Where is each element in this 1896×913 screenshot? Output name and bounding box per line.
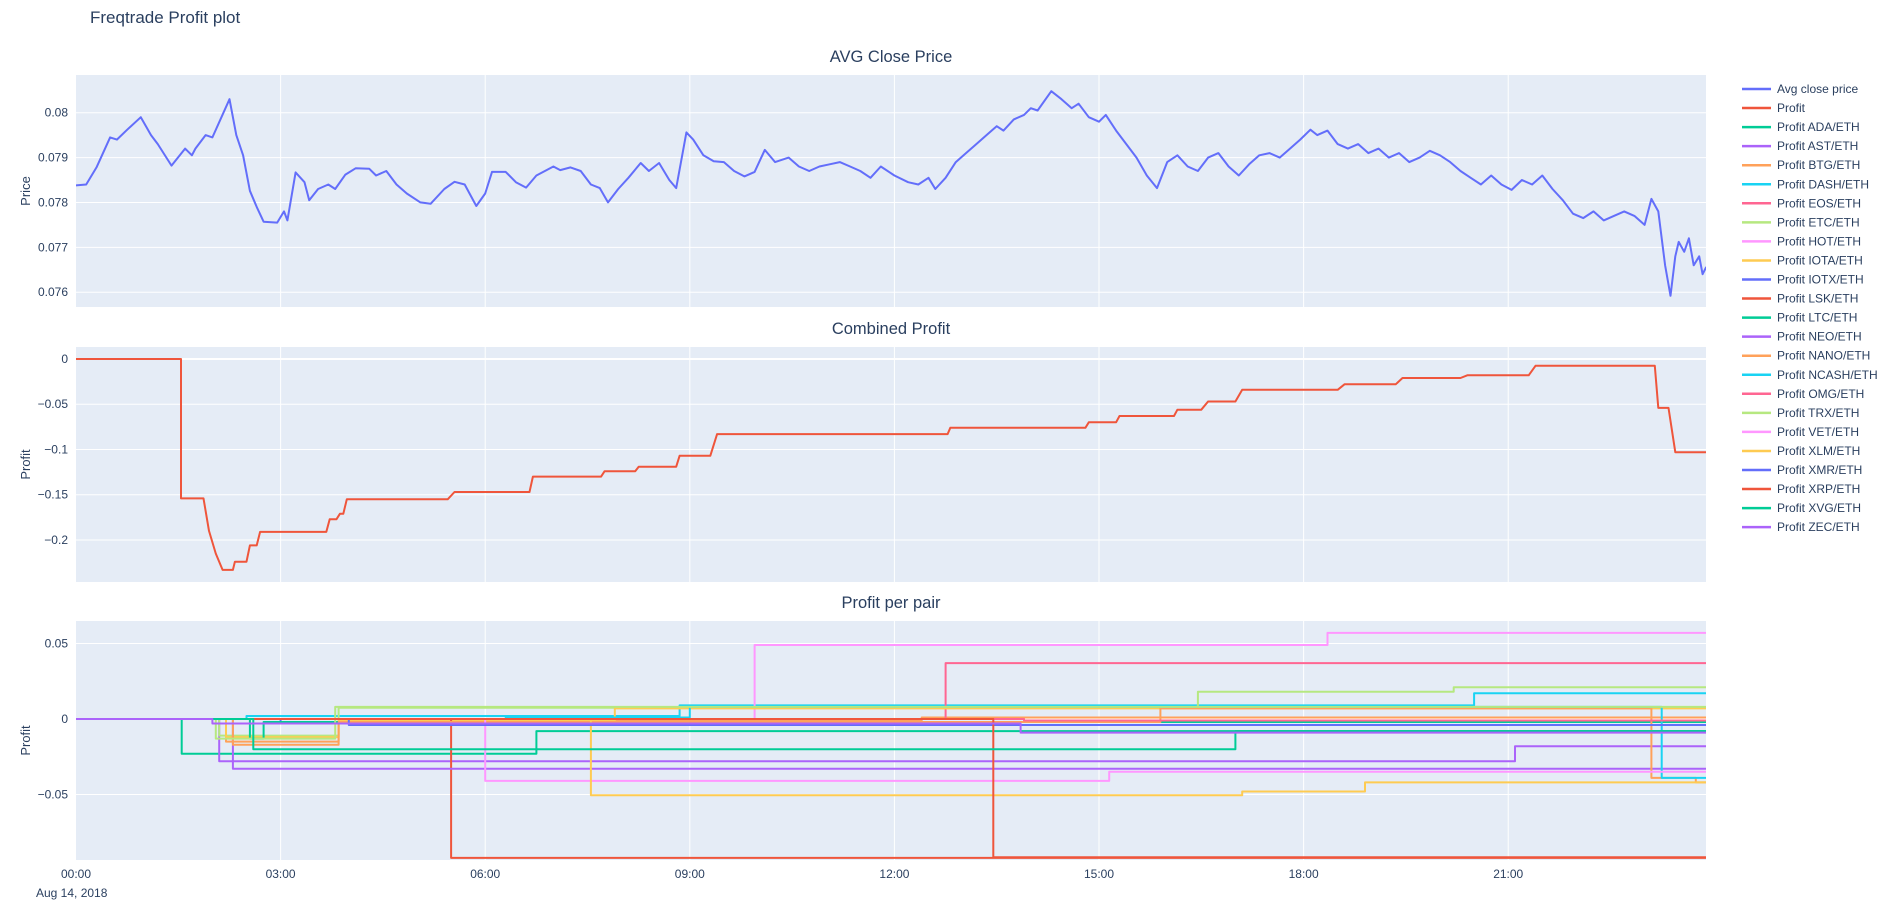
x-tick-label-18-00: 18:00 xyxy=(1289,867,1319,881)
y-tick-label: −0.2 xyxy=(44,533,68,547)
subplot-title-profit-per-pair: Profit per pair xyxy=(841,594,941,612)
legend-item-label: Profit OMG/ETH xyxy=(1777,387,1864,401)
legend-item-label: Profit IOTA/ETH xyxy=(1777,253,1863,267)
x-tick-label-06-00: 06:00 xyxy=(470,867,500,881)
legend-item-label: Profit TRX/ETH xyxy=(1777,406,1859,420)
legend-item-profit-zec-eth[interactable]: Profit ZEC/ETH xyxy=(1742,520,1860,534)
y-tick-label: 0.08 xyxy=(45,106,69,120)
legend-item-label: Avg close price xyxy=(1777,82,1858,96)
legend-item-profit-dash-eth[interactable]: Profit DASH/ETH xyxy=(1742,177,1869,191)
legend-item-label: Profit EOS/ETH xyxy=(1777,196,1861,210)
series-line-profit-xrp-eth xyxy=(76,718,1706,859)
y-tick-label: 0.05 xyxy=(45,636,69,650)
series-line-profit-xlm-eth xyxy=(76,718,1706,797)
y-axis-label-combined-profit: Profit xyxy=(18,449,33,480)
legend-item-profit-ncash-eth[interactable]: Profit NCASH/ETH xyxy=(1742,368,1878,382)
legend-item-label: Profit ADA/ETH xyxy=(1777,120,1860,134)
subplot-title-combined-profit: Combined Profit xyxy=(832,320,951,338)
legend-item-label: Profit LTC/ETH xyxy=(1777,311,1857,325)
x-tick-label-21-00: 21:00 xyxy=(1493,867,1523,881)
legend-item-profit-etc-eth[interactable]: Profit ETC/ETH xyxy=(1742,215,1860,229)
legend-item-profit-iota-eth[interactable]: Profit IOTA/ETH xyxy=(1742,253,1863,267)
legend-item-profit-neo-eth[interactable]: Profit NEO/ETH xyxy=(1742,330,1862,344)
y-tick-label: −0.05 xyxy=(38,787,69,801)
x-tick-label-03-00: 03:00 xyxy=(266,867,296,881)
y-axis-label-avg-close-price: Price xyxy=(18,176,33,206)
y-tick-label: 0 xyxy=(61,352,68,366)
legend-item-label: Profit XMR/ETH xyxy=(1777,463,1862,477)
legend-item-profit-hot-eth[interactable]: Profit HOT/ETH xyxy=(1742,234,1861,248)
legend-item-label: Profit ETC/ETH xyxy=(1777,215,1860,229)
legend-item-label: Profit VET/ETH xyxy=(1777,425,1859,439)
x-axis-date-annotation: Aug 14, 2018 xyxy=(36,886,108,900)
legend-item-profit-vet-eth[interactable]: Profit VET/ETH xyxy=(1742,425,1859,439)
legend-item-profit-omg-eth[interactable]: Profit OMG/ETH xyxy=(1742,387,1864,401)
series-line-profit xyxy=(76,358,1706,571)
x-tick-label-12-00: 12:00 xyxy=(879,867,909,881)
legend-item-profit-iotx-eth[interactable]: Profit IOTX/ETH xyxy=(1742,273,1864,287)
legend-item-profit-trx-eth[interactable]: Profit TRX/ETH xyxy=(1742,406,1859,420)
legend-item-profit-xlm-eth[interactable]: Profit XLM/ETH xyxy=(1742,444,1860,458)
y-tick-label: −0.1 xyxy=(44,442,68,456)
legend-item-profit-eos-eth[interactable]: Profit EOS/ETH xyxy=(1742,196,1861,210)
x-tick-label-15-00: 15:00 xyxy=(1084,867,1114,881)
y-tick-label: 0.076 xyxy=(38,285,68,299)
plot-area-profit-per-pair[interactable] xyxy=(76,621,1706,860)
plot-area-combined-profit[interactable] xyxy=(76,347,1706,582)
legend-item-profit[interactable]: Profit xyxy=(1742,101,1806,115)
legend-item-profit-xvg-eth[interactable]: Profit XVG/ETH xyxy=(1742,501,1861,515)
y-tick-label: 0.079 xyxy=(38,151,68,165)
legend-item-label: Profit IOTX/ETH xyxy=(1777,273,1864,287)
legend-item-label: Profit AST/ETH xyxy=(1777,139,1858,153)
legend-item-profit-xmr-eth[interactable]: Profit XMR/ETH xyxy=(1742,463,1862,477)
x-tick-label-09-00: 09:00 xyxy=(675,867,705,881)
legend-item-label: Profit XLM/ETH xyxy=(1777,444,1860,458)
legend-item-label: Profit NCASH/ETH xyxy=(1777,368,1878,382)
legend-item-avg-close-price[interactable]: Avg close price xyxy=(1742,82,1858,96)
y-tick-label: 0 xyxy=(61,712,68,726)
y-axis-label-profit-per-pair: Profit xyxy=(18,725,33,756)
page-title: Freqtrade Profit plot xyxy=(90,8,241,27)
legend-item-profit-xrp-eth[interactable]: Profit XRP/ETH xyxy=(1742,482,1860,496)
legend-item-label: Profit BTG/ETH xyxy=(1777,158,1860,172)
legend-item-label: Profit ZEC/ETH xyxy=(1777,520,1860,534)
legend-item-label: Profit xyxy=(1777,101,1806,115)
x-tick-label-00-00: 00:00 xyxy=(61,867,91,881)
legend-item-profit-ast-eth[interactable]: Profit AST/ETH xyxy=(1742,139,1858,153)
series-line-avg-close-price xyxy=(76,90,1706,297)
plot-area-avg-close-price[interactable] xyxy=(76,75,1706,307)
y-tick-label: 0.077 xyxy=(38,240,68,254)
y-tick-label: 0.078 xyxy=(38,195,68,209)
legend-item-label: Profit LSK/ETH xyxy=(1777,292,1858,306)
legend-item-label: Profit NANO/ETH xyxy=(1777,349,1870,363)
subplot-title-avg-close-price: AVG Close Price xyxy=(830,48,953,66)
y-tick-label: −0.05 xyxy=(38,397,69,411)
legend-item-profit-nano-eth[interactable]: Profit NANO/ETH xyxy=(1742,349,1870,363)
series-line-profit-xvg-eth xyxy=(76,718,1706,751)
legend-item-label: Profit HOT/ETH xyxy=(1777,234,1861,248)
legend-item-label: Profit XRP/ETH xyxy=(1777,482,1860,496)
legend-item-label: Profit XVG/ETH xyxy=(1777,501,1861,515)
legend-item-label: Profit NEO/ETH xyxy=(1777,330,1862,344)
y-tick-label: −0.15 xyxy=(38,488,69,502)
series-line-profit-zec-eth xyxy=(76,718,1706,734)
legend-item-profit-lsk-eth[interactable]: Profit LSK/ETH xyxy=(1742,292,1858,306)
legend-item-profit-ada-eth[interactable]: Profit ADA/ETH xyxy=(1742,120,1860,134)
legend-item-label: Profit DASH/ETH xyxy=(1777,177,1869,191)
legend-item-profit-ltc-eth[interactable]: Profit LTC/ETH xyxy=(1742,311,1857,325)
legend-item-profit-btg-eth[interactable]: Profit BTG/ETH xyxy=(1742,158,1860,172)
legend: Avg close price Profit Profit ADA/ETH Profi… xyxy=(1742,82,1878,534)
